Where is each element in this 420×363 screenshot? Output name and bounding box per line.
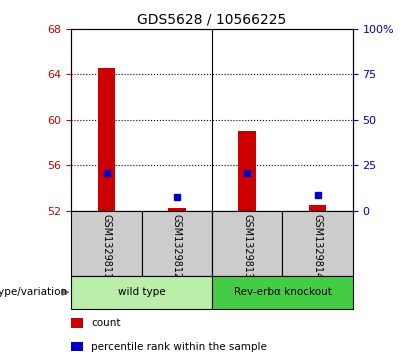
- Bar: [142, 211, 212, 276]
- Title: GDS5628 / 10566225: GDS5628 / 10566225: [137, 12, 287, 26]
- Text: genotype/variation: genotype/variation: [0, 287, 67, 297]
- Bar: [282, 211, 353, 276]
- Text: GSM1329814: GSM1329814: [312, 214, 323, 279]
- Text: percentile rank within the sample: percentile rank within the sample: [91, 342, 267, 352]
- Bar: [168, 208, 186, 211]
- Text: count: count: [91, 318, 121, 328]
- Bar: [98, 68, 116, 211]
- Text: wild type: wild type: [118, 287, 165, 297]
- Bar: [71, 211, 142, 276]
- Bar: [309, 205, 326, 211]
- Bar: [239, 131, 256, 211]
- Text: GSM1329813: GSM1329813: [242, 214, 252, 279]
- Bar: [212, 211, 282, 276]
- Bar: [71, 342, 83, 351]
- Text: GSM1329812: GSM1329812: [172, 214, 182, 279]
- Text: Rev-erbα knockout: Rev-erbα knockout: [234, 287, 331, 297]
- Bar: [71, 318, 83, 328]
- Bar: [212, 276, 353, 309]
- Text: GSM1329811: GSM1329811: [102, 214, 112, 279]
- Bar: [71, 276, 212, 309]
